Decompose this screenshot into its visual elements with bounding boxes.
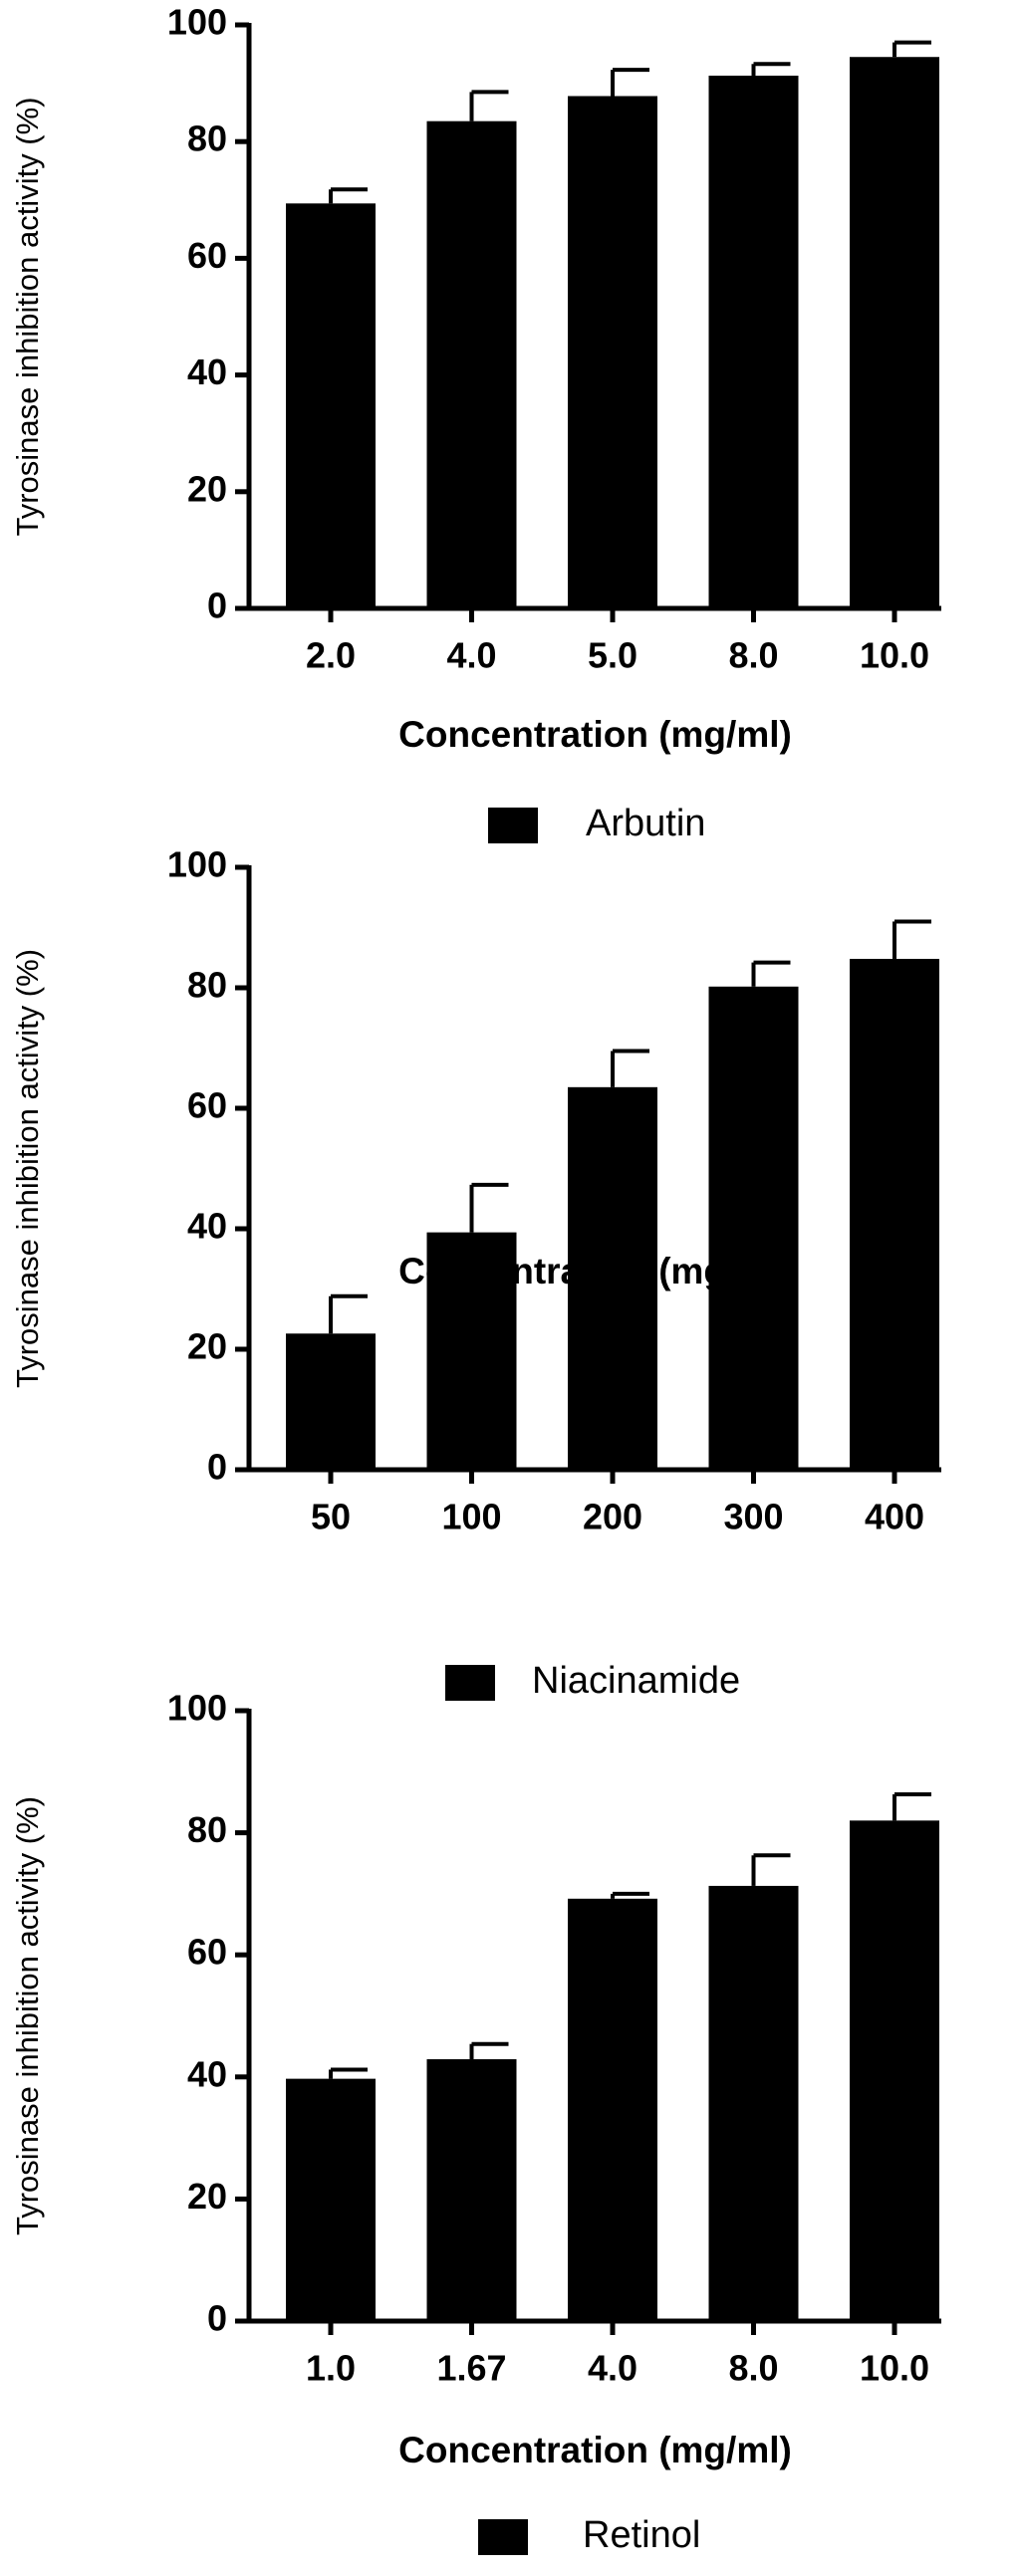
- legend-swatch: [488, 808, 538, 843]
- x-tick-label: 4.0: [446, 635, 496, 676]
- bar: [850, 1820, 939, 2321]
- x-axis-label: Concentration (mg/ml): [398, 1251, 792, 1291]
- x-tick-label: 8.0: [728, 2348, 778, 2389]
- y-tick-label: 0: [207, 585, 227, 626]
- bar: [568, 96, 657, 608]
- bar: [708, 986, 799, 1470]
- y-tick-label: 100: [167, 844, 227, 885]
- bar: [850, 57, 939, 609]
- x-axis-label: Concentration (mg/ml): [398, 714, 792, 755]
- x-tick-label: 2.0: [306, 635, 356, 676]
- bar: [850, 958, 939, 1470]
- y-tick-label: 0: [207, 2298, 227, 2339]
- bar: [568, 1898, 657, 2321]
- legend-label: Niacinamide: [532, 1660, 740, 1702]
- legend-label: Retinol: [583, 2514, 700, 2556]
- x-tick-label: 10.0: [860, 635, 929, 676]
- bar: [426, 1232, 517, 1470]
- x-tick-label: 100: [441, 1497, 501, 1537]
- y-tick-label: 80: [187, 965, 227, 1006]
- bar: [286, 2078, 376, 2321]
- y-tick-label: 40: [187, 351, 227, 392]
- x-tick-label: 200: [583, 1497, 642, 1537]
- y-tick-label: 40: [187, 1206, 227, 1247]
- y-tick-label: 80: [187, 1809, 227, 1850]
- y-tick-label: 60: [187, 235, 227, 276]
- x-tick-label: 300: [723, 1497, 783, 1537]
- bar: [708, 1885, 799, 2321]
- x-axis-label: Concentration (mg/ml): [398, 2430, 792, 2470]
- y-axis-label: Tyrosinase inhibition activity (%): [10, 97, 45, 536]
- x-tick-label: 4.0: [588, 2348, 638, 2389]
- x-tick-label: 400: [865, 1497, 924, 1537]
- y-axis-label: Tyrosinase inhibition activity (%): [10, 949, 45, 1388]
- y-tick-label: 60: [187, 1932, 227, 1973]
- x-tick-label: 10.0: [860, 2348, 929, 2389]
- bar: [426, 120, 517, 608]
- y-tick-label: 100: [167, 1688, 227, 1729]
- bar: [708, 75, 799, 609]
- x-tick-label: 5.0: [588, 635, 638, 676]
- legend-label: Arbutin: [586, 803, 705, 844]
- bar: [568, 1086, 657, 1470]
- y-tick-label: 40: [187, 2053, 227, 2094]
- x-tick-label: 1.0: [306, 2348, 356, 2389]
- y-tick-label: 20: [187, 468, 227, 509]
- y-tick-label: 20: [187, 2176, 227, 2217]
- legend-swatch: [445, 1665, 495, 1701]
- y-tick-label: 100: [167, 2, 227, 43]
- y-tick-label: 20: [187, 1326, 227, 1367]
- y-axis-label: Tyrosinase inhibition activity (%): [10, 1796, 45, 2235]
- bar: [286, 1333, 376, 1470]
- y-tick-label: 80: [187, 118, 227, 159]
- bar: [426, 2059, 517, 2321]
- x-tick-label: 50: [311, 1497, 351, 1537]
- legend-swatch: [478, 2519, 528, 2555]
- bar: [286, 203, 376, 609]
- x-tick-label: 1.67: [436, 2348, 506, 2389]
- y-tick-label: 0: [207, 1447, 227, 1488]
- x-tick-label: 8.0: [728, 635, 778, 676]
- y-tick-label: 60: [187, 1085, 227, 1126]
